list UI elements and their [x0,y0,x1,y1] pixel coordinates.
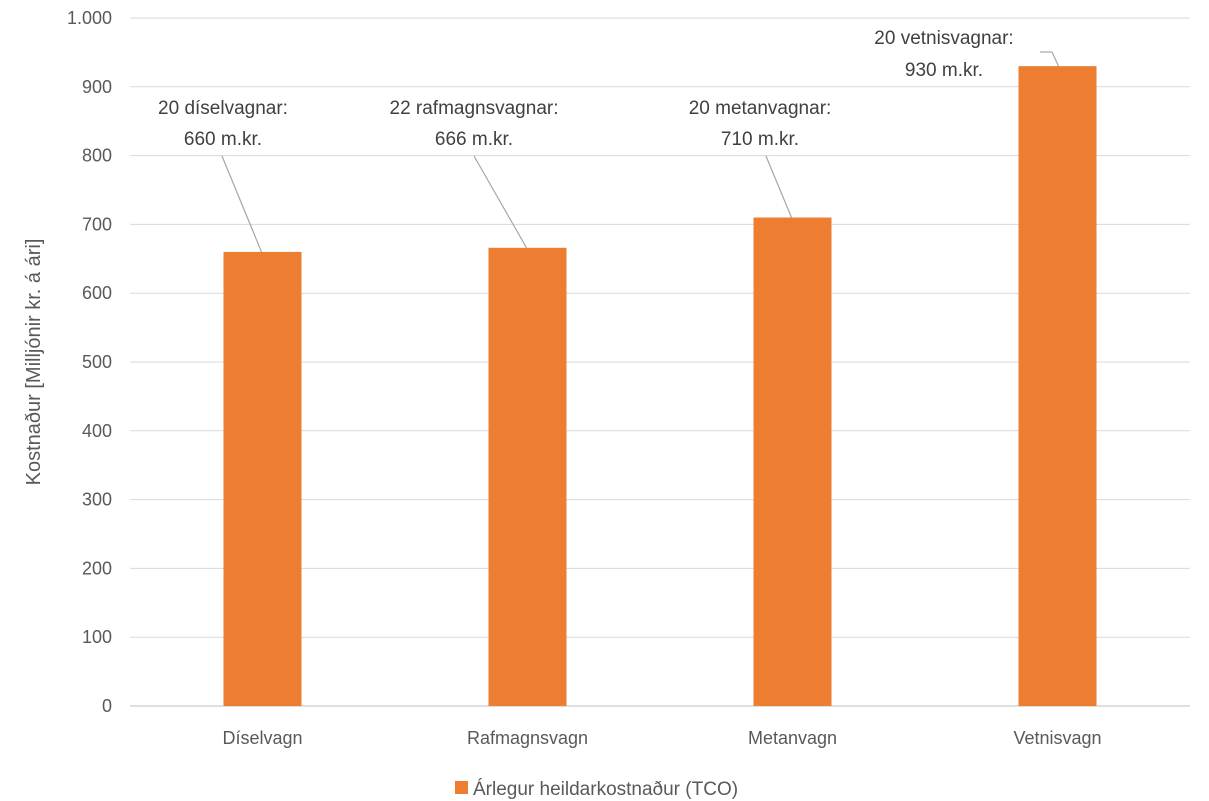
x-tick-label: Díselvagn [222,728,302,748]
y-tick-label: 100 [82,627,112,647]
y-tick-label: 200 [82,558,112,578]
y-tick-label: 900 [82,77,112,97]
annotation-labels: 20 díselvagnar: 660 m.kr. 22 rafmagnsvagna… [158,28,1014,150]
y-axis-title: Kostnaður [Milljónir kr. á ári] [23,239,45,486]
annotation-leaders [221,51,1060,253]
x-tick-label: Metanvagn [748,728,837,748]
legend: Árlegur heildarkostnaður (TCO) [455,779,738,800]
leader-line [765,155,793,218]
annotation-line1: 20 vetnisvagnar: [874,28,1013,49]
x-tick-label: Vetnisvagn [1013,728,1101,748]
leader-line [473,155,528,249]
y-tick-label: 600 [82,283,112,303]
y-tick-label: 800 [82,146,112,166]
y-tick-label: 700 [82,214,112,234]
y-tick-label: 1.000 [67,8,112,28]
annotation-line2: 930 m.kr. [905,60,983,81]
annotation-line1: 20 metanvagnar: [689,98,832,119]
bar [223,251,302,707]
x-axis-ticks: Díselvagn Rafmagnsvagn Metanvagn Vetnisvagn [222,728,1101,748]
legend-label: Árlegur heildarkostnaður (TCO) [473,779,738,800]
y-tick-label: 300 [82,490,112,510]
legend-swatch [455,781,468,794]
gridlines [130,17,1190,707]
annotation-line2: 710 m.kr. [721,129,799,150]
bars [223,66,1097,707]
x-tick-label: Rafmagnsvagn [467,728,588,748]
annotation-line1: 20 díselvagnar: [158,98,288,119]
annotation-line2: 660 m.kr. [184,129,262,150]
leader-line [221,155,263,253]
annotation-line1: 22 rafmagnsvagnar: [390,98,559,119]
bar [753,217,832,706]
y-tick-label: 500 [82,352,112,372]
y-tick-label: 400 [82,421,112,441]
bar [1018,66,1097,706]
leader-line [1051,51,1060,67]
y-axis-ticks: 0 100 200 300 400 500 600 700 800 900 1.000 [67,8,112,716]
bar [488,247,567,707]
y-tick-label: 0 [102,696,112,716]
annotation-line2: 666 m.kr. [435,129,513,150]
